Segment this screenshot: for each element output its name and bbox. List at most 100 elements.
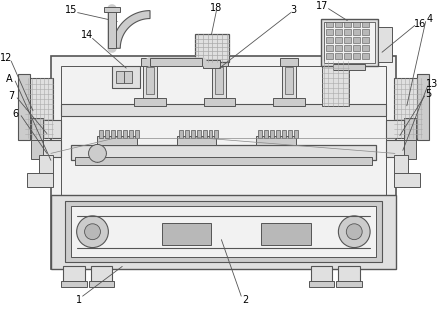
- Bar: [386, 139, 408, 157]
- Bar: [326, 37, 334, 43]
- Bar: [276, 130, 280, 138]
- Bar: [105, 130, 109, 138]
- Text: 2: 2: [242, 295, 249, 305]
- Bar: [202, 130, 206, 138]
- Bar: [294, 130, 298, 138]
- Bar: [117, 130, 121, 138]
- Bar: [344, 30, 351, 35]
- Bar: [336, 281, 362, 287]
- Bar: [179, 130, 183, 138]
- Bar: [362, 30, 369, 35]
- Circle shape: [77, 216, 109, 247]
- Bar: [362, 22, 369, 28]
- Text: A: A: [6, 74, 12, 84]
- Bar: [39, 139, 61, 157]
- Bar: [335, 37, 342, 43]
- Bar: [335, 30, 342, 35]
- Bar: [261, 223, 311, 245]
- Bar: [288, 130, 292, 138]
- Bar: [264, 130, 268, 138]
- Bar: [362, 45, 369, 51]
- Bar: [123, 130, 127, 138]
- Bar: [326, 53, 334, 59]
- Bar: [143, 63, 157, 98]
- Bar: [326, 22, 334, 28]
- Text: 18: 18: [210, 3, 222, 13]
- Text: 6: 6: [12, 109, 18, 119]
- Bar: [71, 206, 376, 257]
- Bar: [417, 74, 429, 140]
- Circle shape: [85, 224, 101, 240]
- Bar: [353, 53, 360, 59]
- Bar: [282, 130, 286, 138]
- Bar: [335, 22, 342, 28]
- Bar: [113, 66, 140, 88]
- Bar: [75, 157, 372, 165]
- Bar: [194, 35, 229, 62]
- Text: 17: 17: [316, 1, 329, 11]
- Bar: [404, 118, 416, 139]
- Bar: [31, 138, 43, 159]
- Text: 5: 5: [425, 89, 432, 99]
- Bar: [321, 19, 378, 66]
- Bar: [335, 53, 342, 59]
- Bar: [213, 63, 226, 98]
- Bar: [282, 63, 296, 98]
- Bar: [344, 45, 351, 51]
- Bar: [210, 58, 228, 66]
- Bar: [353, 45, 360, 51]
- Bar: [311, 266, 332, 284]
- Bar: [39, 155, 53, 175]
- Bar: [344, 22, 351, 28]
- Bar: [273, 98, 305, 106]
- Bar: [150, 58, 202, 66]
- Bar: [18, 74, 30, 140]
- Bar: [335, 45, 342, 51]
- Bar: [31, 118, 43, 139]
- Text: 12: 12: [0, 53, 12, 63]
- Bar: [63, 266, 85, 284]
- Bar: [344, 37, 351, 43]
- Bar: [39, 120, 61, 138]
- Bar: [378, 28, 392, 62]
- Bar: [394, 78, 422, 138]
- Bar: [135, 130, 139, 138]
- Bar: [124, 71, 132, 83]
- Bar: [256, 136, 296, 145]
- Circle shape: [89, 144, 106, 162]
- Bar: [323, 22, 375, 63]
- Bar: [285, 67, 293, 94]
- Circle shape: [338, 216, 370, 247]
- Bar: [326, 45, 334, 51]
- Bar: [258, 130, 262, 138]
- Bar: [203, 98, 235, 106]
- Bar: [362, 53, 369, 59]
- Bar: [162, 223, 211, 245]
- Bar: [61, 104, 386, 116]
- Polygon shape: [113, 11, 150, 48]
- Bar: [344, 53, 351, 59]
- Bar: [190, 130, 194, 138]
- Bar: [109, 9, 117, 48]
- Text: 14: 14: [82, 30, 93, 41]
- Bar: [99, 130, 103, 138]
- Bar: [65, 201, 382, 263]
- Bar: [111, 130, 115, 138]
- Bar: [353, 37, 360, 43]
- Text: 7: 7: [8, 91, 14, 101]
- Bar: [117, 71, 124, 83]
- Bar: [322, 61, 349, 106]
- Bar: [338, 266, 360, 284]
- Text: 1: 1: [76, 295, 82, 305]
- Bar: [209, 130, 213, 138]
- Bar: [353, 30, 360, 35]
- Bar: [105, 7, 120, 12]
- Bar: [280, 58, 298, 66]
- Bar: [141, 58, 159, 66]
- Bar: [27, 173, 53, 187]
- Bar: [146, 67, 154, 94]
- Bar: [89, 281, 114, 287]
- Bar: [97, 136, 137, 145]
- Bar: [61, 66, 386, 259]
- Bar: [353, 22, 360, 28]
